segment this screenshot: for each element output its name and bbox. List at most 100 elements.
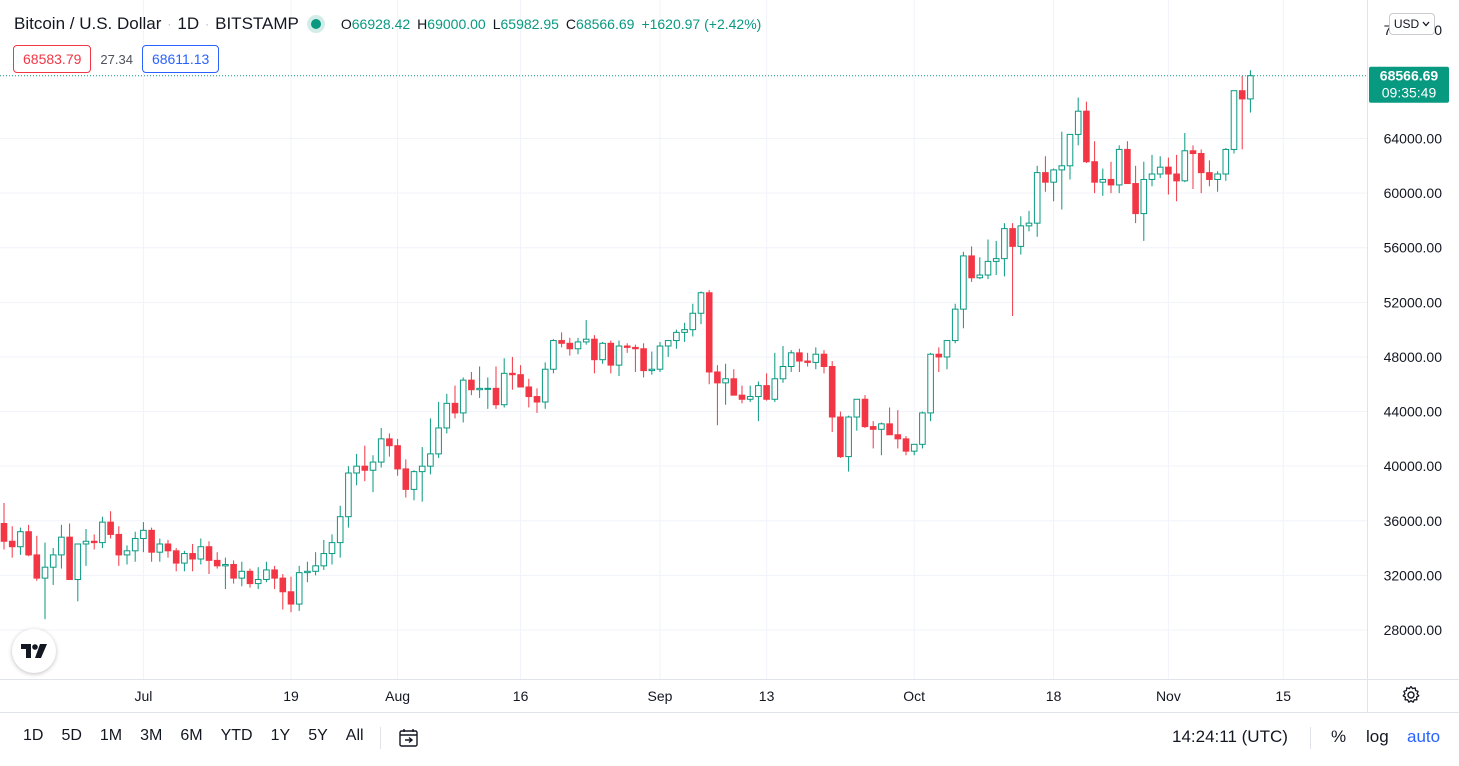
range-1m-button[interactable]: 1M xyxy=(99,727,123,744)
interval-label[interactable]: 1D xyxy=(177,14,200,33)
candle xyxy=(17,527,24,555)
x-tick-label: Oct xyxy=(903,688,925,704)
candle-body xyxy=(271,569,278,579)
range-1d-button[interactable]: 1D xyxy=(23,727,44,744)
candle-body xyxy=(238,570,246,579)
currency-select[interactable]: USD xyxy=(1389,13,1435,35)
candle-body xyxy=(500,372,508,406)
candle xyxy=(689,303,697,337)
candle xyxy=(771,352,779,402)
candle-body xyxy=(984,260,992,276)
utc-clock[interactable]: 14:24:11 (UTC) xyxy=(1172,727,1288,746)
candle-body xyxy=(230,563,237,579)
range-all-button[interactable]: All xyxy=(345,727,364,744)
candle xyxy=(328,534,336,565)
candle xyxy=(140,522,147,553)
candle xyxy=(435,401,442,458)
bid-price-button[interactable]: 68583.79 xyxy=(13,45,92,73)
candle-body xyxy=(90,540,98,544)
candle-body xyxy=(943,340,951,358)
candle-body xyxy=(550,340,557,370)
calendar-range-icon[interactable] xyxy=(397,726,421,750)
candle-body xyxy=(312,565,319,572)
settings-gear-icon[interactable] xyxy=(1400,684,1422,706)
candle xyxy=(181,550,188,572)
percent-scale-button[interactable]: % xyxy=(1331,727,1347,746)
range-6m-button[interactable]: 6M xyxy=(180,727,203,744)
candle xyxy=(320,539,328,570)
candle-body xyxy=(615,345,623,366)
close-value: 68566.69 xyxy=(576,16,635,32)
candle-body xyxy=(222,563,229,567)
candle xyxy=(1156,156,1164,179)
tradingview-logo-icon[interactable] xyxy=(12,629,56,673)
candle-body xyxy=(574,341,582,350)
candle xyxy=(902,436,910,456)
candle-body xyxy=(1074,110,1082,135)
candle-body xyxy=(509,372,516,376)
y-tick-label: 32000.00 xyxy=(1384,567,1443,583)
candle-body xyxy=(623,345,631,348)
candle-body xyxy=(287,591,295,605)
auto-scale-button[interactable]: auto xyxy=(1407,727,1441,746)
candle xyxy=(1214,171,1221,192)
candle xyxy=(648,351,656,375)
candle-body xyxy=(1222,148,1230,175)
candle xyxy=(1222,148,1230,181)
x-tick-label: Jul xyxy=(134,688,152,704)
candle xyxy=(623,343,631,353)
candle-body xyxy=(541,368,549,403)
candle xyxy=(361,445,369,482)
range-ytd-button[interactable]: YTD xyxy=(220,727,253,744)
candle xyxy=(107,511,114,539)
toolbar-divider xyxy=(380,727,381,749)
candle xyxy=(951,303,959,344)
candle xyxy=(1042,156,1049,192)
candle xyxy=(353,453,360,486)
candle-body xyxy=(361,465,369,471)
candle xyxy=(976,257,984,280)
candle xyxy=(427,418,434,475)
quote-row: 68583.79 27.34 68611.13 xyxy=(13,45,220,73)
range-5y-button[interactable]: 5Y xyxy=(308,727,328,744)
candle xyxy=(886,407,893,436)
candle-body xyxy=(74,543,82,580)
candle xyxy=(1124,141,1131,185)
candle-body xyxy=(960,255,967,310)
range-5d-button[interactable]: 5D xyxy=(61,727,82,744)
candle xyxy=(738,385,746,404)
market-status-icon[interactable] xyxy=(310,19,321,29)
candle xyxy=(246,568,254,588)
candle-body xyxy=(1115,148,1123,186)
candle-body xyxy=(820,353,828,368)
bar-countdown-label: 09:35:49 xyxy=(1382,85,1437,101)
candle-body xyxy=(951,308,959,342)
candle-body xyxy=(189,553,196,560)
candle-body xyxy=(607,342,615,366)
ask-price-button[interactable]: 68611.13 xyxy=(141,45,220,73)
range-3m-button[interactable]: 3M xyxy=(140,727,163,744)
candle-body xyxy=(771,378,779,400)
candle xyxy=(804,352,811,367)
candle-body xyxy=(123,550,131,556)
candle xyxy=(279,574,287,610)
candle xyxy=(189,543,196,572)
symbol-name[interactable]: Bitcoin / U.S. Dollar xyxy=(14,14,162,33)
candle xyxy=(1173,154,1180,202)
candle xyxy=(869,421,877,449)
candle xyxy=(853,398,861,431)
range-1y-button[interactable]: 1Y xyxy=(270,727,291,744)
candle xyxy=(156,538,164,562)
candle xyxy=(550,339,557,374)
x-tick-label: 19 xyxy=(283,688,299,704)
candle-body xyxy=(394,445,401,470)
candle-body xyxy=(968,255,975,279)
candle-body xyxy=(58,536,65,556)
candle-body xyxy=(681,329,688,333)
candle-body xyxy=(320,553,328,567)
candle-body xyxy=(1197,153,1205,174)
log-scale-button[interactable]: log xyxy=(1366,727,1389,746)
separator-dot: · xyxy=(205,17,210,31)
